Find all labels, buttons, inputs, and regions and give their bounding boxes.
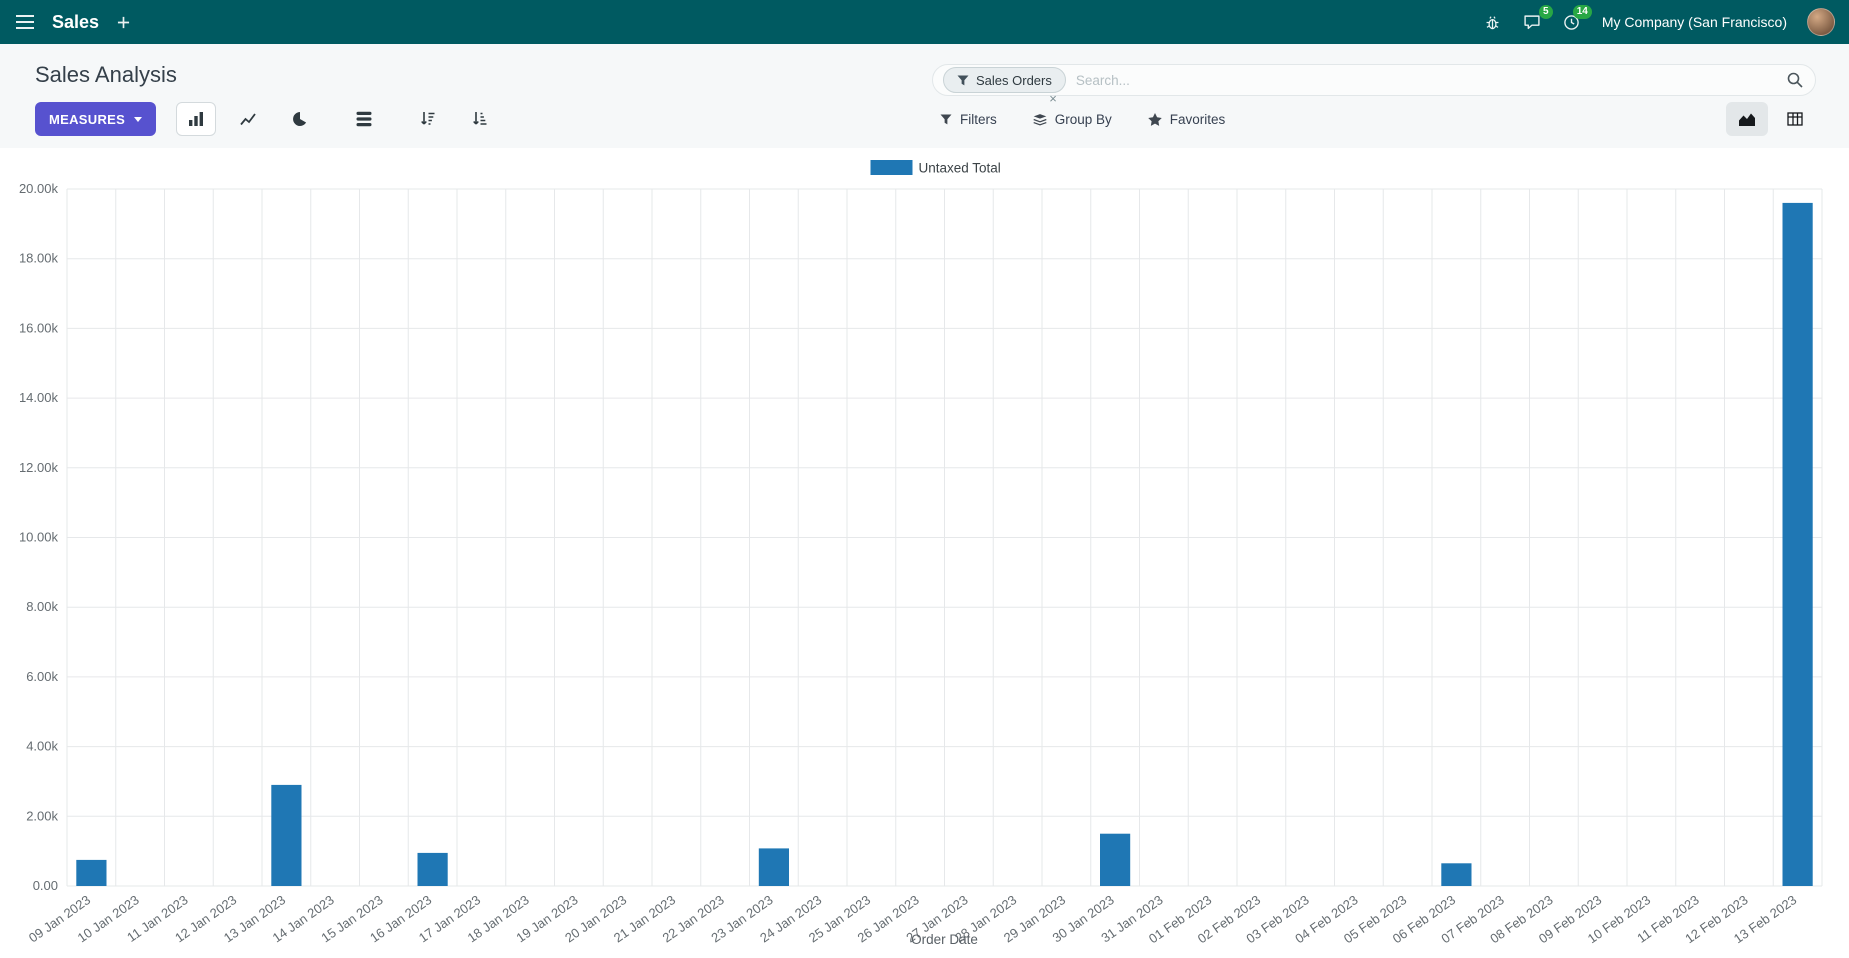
search-facet[interactable]: Sales Orders × [943,67,1066,105]
filters-button-label: Filters [960,111,997,127]
user-avatar[interactable] [1807,8,1835,36]
legend-label: Untaxed Total [919,161,1001,176]
chart-bar[interactable] [76,859,107,886]
y-axis-tick: 14.00k [19,390,59,405]
group-by-icon [1033,113,1047,126]
line-chart-mode-button[interactable] [228,102,268,136]
measures-button[interactable]: MEASURES [35,102,157,136]
sort-asc-icon [472,111,488,127]
y-axis-tick: 8.00k [26,599,58,614]
bar-chart-icon [188,111,204,127]
y-axis-tick: 6.00k [26,669,58,684]
filter-icon [957,74,969,86]
search-bar[interactable]: Sales Orders × [932,64,1816,105]
search-input[interactable] [1065,72,1785,88]
measures-button-label: MEASURES [49,111,126,127]
bug-icon [1484,14,1501,31]
chart-area: 0.00 2.00k 4.00k 6.00k 8.00k 10.00k 12.00k 14.0… [0,148,1849,958]
favorites-icon [1148,112,1162,126]
favorites-button[interactable]: Favorites [1148,111,1226,127]
apps-menu-button[interactable] [14,13,36,31]
sort-ascending-button[interactable] [460,102,500,136]
chart-legend[interactable]: Untaxed Total [870,160,1001,176]
pie-chart-mode-button[interactable] [280,102,320,136]
group-by-button[interactable]: Group By [1033,112,1112,127]
debug-button[interactable] [1482,12,1503,33]
favorites-button-label: Favorites [1169,111,1226,127]
line-chart-icon [240,111,256,127]
page-title: Sales Analysis [35,62,177,87]
messages-button[interactable]: 5 [1521,4,1553,33]
company-name: My Company (San Francisco) [1601,14,1787,30]
search-icon [1787,72,1803,88]
y-axis-tick: 0.00 [33,878,58,893]
chart-bar[interactable] [417,852,448,886]
control-panel: Sales Analysis Sales Orders × MEASURES [0,44,1849,148]
user-menu-button[interactable]: My Company (San Francisco) [1600,12,1789,32]
messages-icon [1523,14,1541,31]
graph-view-button[interactable] [1726,102,1768,136]
y-axis-tick: 18.00k [19,251,59,266]
pie-chart-icon [292,111,308,127]
graph-view-icon [1738,111,1756,127]
y-axis-tick: 4.00k [26,739,58,754]
top-nav-left: Sales [14,12,132,33]
control-panel-toolbar: MEASURES [35,102,500,136]
app-name[interactable]: Sales [52,11,100,32]
stacked-toggle-button[interactable] [344,102,384,136]
search-button[interactable] [1785,70,1805,90]
y-axis-tick: 20.00k [19,181,59,196]
stacked-icon [356,111,372,127]
caret-down-icon [134,116,143,122]
filters-button[interactable]: Filters [940,112,997,127]
menu-icon [16,15,34,29]
chart-bar[interactable] [758,848,789,886]
messages-badge: 5 [1538,4,1553,19]
plus-icon [117,16,130,29]
view-switcher [1726,102,1816,136]
group-by-button-label: Group By [1054,111,1112,127]
search-facet-label: Sales Orders [976,72,1052,88]
sort-descending-button[interactable] [408,102,448,136]
chart-bar[interactable] [1100,833,1131,886]
legend-swatch [870,160,913,175]
chart-bar[interactable] [271,784,302,886]
pivot-view-icon [1787,111,1803,127]
pivot-view-button[interactable] [1774,102,1816,136]
filter-icon [940,113,952,125]
activities-button[interactable]: 14 [1561,4,1592,33]
bar-chart: 0.00 2.00k 4.00k 6.00k 8.00k 10.00k 12.00k 14.0… [19,160,1823,947]
sort-desc-icon [420,111,436,127]
top-nav: Sales 5 [0,0,1849,44]
y-axis-tick: 10.00k [19,530,59,545]
x-axis-title: Order Date [911,932,978,947]
y-axis-tick: 12.00k [19,460,59,475]
search-options: Filters Group By Favorites [940,102,1225,136]
new-record-button[interactable] [115,14,132,31]
y-axis-tick: 16.00k [19,320,59,335]
activities-badge: 14 [1572,4,1592,19]
chart-bar[interactable] [1441,863,1472,886]
chart-bar[interactable] [1782,202,1813,886]
facet-remove-button[interactable]: × [1049,91,1057,106]
top-nav-right: 5 14 My Company (San Francisco) [1482,4,1835,36]
bar-chart-mode-button[interactable] [176,102,217,136]
y-axis-tick: 2.00k [26,808,58,823]
activities-icon [1563,14,1580,31]
